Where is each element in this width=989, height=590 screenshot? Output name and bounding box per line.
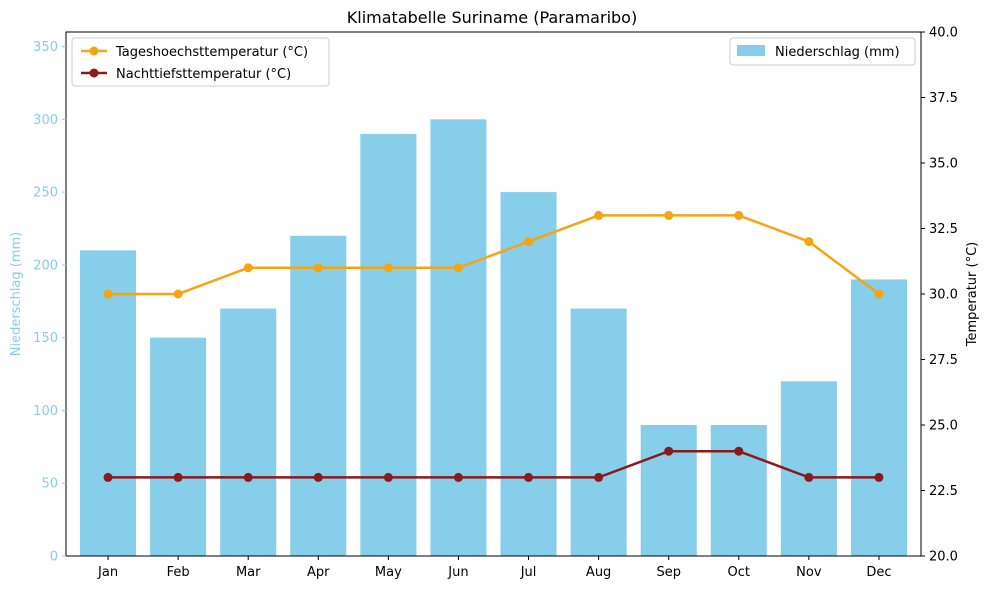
- bar-oct: [710, 425, 767, 556]
- x-tick-label: Dec: [866, 565, 891, 580]
- point-series-1-apr: [313, 472, 323, 482]
- y-left-tick-label: 0: [50, 550, 58, 565]
- bar-jul: [500, 192, 557, 556]
- point-series-0-nov: [804, 237, 814, 247]
- y-right-tick-label: 27.5: [929, 353, 958, 368]
- y-right-tick-label: 37.5: [929, 91, 958, 106]
- x-tick-label: Apr: [307, 565, 330, 580]
- point-series-0-aug: [594, 210, 604, 220]
- point-series-1-jun: [453, 472, 463, 482]
- bar-nov: [780, 381, 837, 556]
- legend-label-min-temp: Nachttiefsttemperatur (°C): [116, 67, 291, 82]
- point-series-0-dec: [874, 289, 884, 299]
- point-series-0-may: [383, 263, 393, 273]
- legend-label-max-temp: Tageshoechsttemperatur (°C): [115, 45, 308, 60]
- temperature-lines: [103, 210, 884, 482]
- y-left-tick-label: 300: [33, 113, 58, 128]
- point-series-0-jul: [524, 237, 534, 247]
- bar-mar: [220, 308, 277, 556]
- legend-swatch-precipitation: [737, 45, 765, 56]
- x-tick-label: Nov: [796, 565, 822, 580]
- y-axis-left-label: Niederschlag (mm): [9, 232, 24, 357]
- bar-aug: [570, 308, 627, 556]
- y-right-tick-label: 20.0: [929, 550, 958, 565]
- y-axis-right-label: Temperatur (°C): [965, 242, 980, 348]
- x-tick-label: Jul: [520, 565, 537, 580]
- y-right-tick-label: 30.0: [929, 288, 958, 303]
- bar-may: [360, 133, 417, 556]
- x-axis: Jan Feb Mar Apr May Jun Jul Aug Sep Oct Nov Dec: [97, 556, 892, 580]
- legend-temperature: Tageshoechsttemperatur (°C) Nachttiefstt…: [71, 37, 330, 87]
- point-series-1-may: [383, 472, 393, 482]
- point-series-1-jan: [103, 472, 113, 482]
- x-tick-label: Oct: [728, 565, 750, 580]
- point-series-1-aug: [594, 472, 604, 482]
- y-axis-right: 20.0 22.5 25.0 27.5 30.0 32.5 35.0 37.5 40.0: [921, 26, 958, 565]
- y-right-tick-label: 40.0: [929, 26, 958, 41]
- point-series-1-oct: [734, 446, 744, 456]
- line-series-1: [108, 449, 879, 479]
- legend-marker-min-temp: [89, 68, 99, 78]
- bar-jan: [80, 250, 137, 557]
- point-series-0-feb: [173, 289, 183, 299]
- line-series-0: [108, 214, 880, 296]
- bar-feb: [150, 337, 207, 556]
- bar-jun: [430, 119, 487, 556]
- x-tick-label: May: [375, 565, 402, 580]
- point-series-1-jul: [524, 472, 534, 482]
- y-right-tick-label: 35.0: [929, 157, 958, 172]
- x-tick-label: Jan: [97, 565, 118, 580]
- point-series-1-dec: [874, 472, 884, 482]
- bar-apr: [290, 235, 347, 556]
- y-right-tick-label: 25.0: [929, 419, 958, 434]
- y-left-tick-label: 350: [33, 40, 58, 55]
- point-series-0-oct: [734, 210, 744, 220]
- point-series-1-nov: [804, 472, 814, 482]
- point-series-1-mar: [243, 472, 253, 482]
- x-tick-label: Aug: [586, 565, 611, 580]
- precipitation-bars: [80, 119, 907, 557]
- point-series-0-mar: [243, 263, 253, 273]
- bar-dec: [850, 279, 907, 556]
- bar-sep: [640, 425, 697, 556]
- y-right-tick-label: 32.5: [929, 222, 958, 237]
- point-series-0-jan: [103, 289, 113, 299]
- point-series-0-apr: [313, 263, 323, 273]
- point-series-1-feb: [173, 472, 183, 482]
- y-left-tick-label: 150: [33, 331, 58, 346]
- x-tick-label: Mar: [236, 565, 261, 580]
- legend-precipitation: Niederschlag (mm): [729, 37, 916, 66]
- point-series-0-jun: [453, 263, 463, 273]
- x-tick-label: Feb: [167, 565, 190, 580]
- legend-marker-max-temp: [89, 46, 99, 56]
- chart-title: Klimatabelle Suriname (Paramaribo): [347, 8, 637, 27]
- x-tick-label: Sep: [656, 565, 681, 580]
- legend-label-precipitation: Niederschlag (mm): [775, 45, 900, 60]
- point-series-1-sep: [664, 446, 674, 456]
- y-axis-left: 0 50 100 150 200 250 300 350: [33, 40, 66, 565]
- y-left-tick-label: 250: [33, 186, 58, 201]
- point-series-0-sep: [664, 210, 674, 220]
- y-right-tick-label: 22.5: [929, 484, 958, 499]
- x-tick-label: Jun: [447, 565, 468, 580]
- y-left-tick-label: 100: [33, 404, 58, 419]
- y-left-tick-label: 200: [33, 258, 58, 273]
- y-left-tick-label: 50: [41, 477, 58, 492]
